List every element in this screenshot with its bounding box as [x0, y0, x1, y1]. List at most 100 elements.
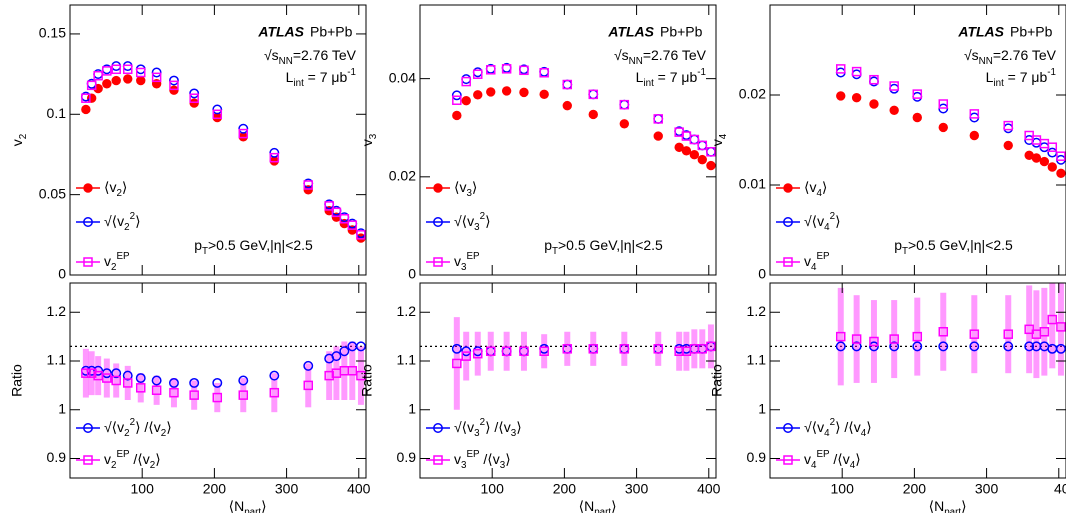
data-point [136, 383, 146, 393]
legend-label: √⟨v42⟩ [804, 211, 841, 233]
superscript: 2 [480, 211, 485, 222]
legend-label: √⟨v32⟩ /⟨v3⟩ [454, 417, 522, 439]
text-part: √⟨v [804, 419, 824, 435]
data-point [697, 154, 707, 165]
subscript: T [552, 246, 558, 257]
experiment-label: ATLAS [957, 24, 1004, 40]
error-bar [699, 329, 706, 369]
text-part: ⟩ [866, 419, 871, 435]
x-axis-label: ⟨Npart⟩ [929, 498, 967, 513]
x-tick-label: 300 [275, 481, 299, 497]
data-point [111, 61, 122, 72]
x-tick-label: 200 [553, 481, 577, 497]
x-tick-label: 300 [625, 481, 649, 497]
error-bar [137, 373, 144, 403]
legend-label: ⟨v4⟩ [804, 179, 827, 199]
data-point [347, 220, 358, 230]
x-tick-label: 100 [481, 481, 505, 497]
plot-area [70, 341, 366, 413]
data-point [473, 90, 483, 100]
text-part: L [636, 69, 644, 85]
text-part: >0.5 GeV,|η|<2.5 [908, 237, 1013, 253]
x-tick-label: 200 [903, 481, 927, 497]
data-point [889, 341, 900, 352]
x-tick-label: 400 [347, 481, 371, 497]
text-part: ⟩ [135, 213, 140, 229]
error-bar [474, 331, 481, 376]
data-point [519, 87, 529, 98]
legend-marker [433, 423, 443, 433]
data-point [889, 83, 900, 94]
data-point [501, 86, 512, 96]
text-part: ⟨N [929, 498, 945, 513]
data-point [303, 180, 313, 190]
system-label: Pb+Pb [310, 24, 353, 40]
legend-marker [83, 217, 93, 227]
subscript: NN [979, 56, 993, 67]
data-point [938, 122, 948, 133]
data-point [689, 150, 700, 160]
text-part: ⟩ [122, 179, 127, 195]
text-part: p [544, 237, 552, 253]
text-part: >0.5 GeV,|η|<2.5 [208, 237, 313, 253]
luminosity-label: Lint = 7 μb-1 [286, 67, 356, 89]
superscript: 2 [480, 417, 485, 428]
data-point [151, 67, 162, 78]
legend-entry: v3EP [426, 251, 480, 273]
legend-marker [433, 257, 443, 267]
legend-entry: √⟨v42⟩ /⟨v4⟩ [776, 417, 872, 439]
data-point [851, 66, 862, 77]
data-point [212, 377, 223, 388]
data-point [938, 327, 949, 337]
data-point [969, 109, 980, 119]
data-point [189, 390, 199, 400]
subscript: 3 [474, 428, 480, 439]
data-point [689, 134, 700, 145]
error-bar [240, 378, 247, 413]
data-point [912, 89, 923, 99]
data-point [169, 387, 179, 398]
data-point [869, 74, 879, 85]
text-part: √⟨v [804, 213, 824, 229]
legend-entry: ⟨v3⟩ [426, 179, 477, 199]
y-axis-label: Ratio [359, 364, 375, 397]
data-point [356, 230, 366, 240]
subscript: 4 [811, 262, 817, 273]
legend-marker [83, 257, 93, 267]
x-axis-label: ⟨Npart⟩ [579, 498, 617, 513]
data-point [81, 104, 91, 115]
legend-marker [83, 423, 93, 433]
text-part: ⟩ /⟨v [485, 419, 511, 435]
y-tick-label: 0.9 [747, 449, 767, 465]
text-part: √⟨v [104, 213, 124, 229]
luminosity-label: Lint = 7 μb-1 [636, 67, 706, 89]
data-point [706, 147, 716, 157]
data-point [836, 64, 846, 74]
data-point [486, 65, 496, 75]
y-axis-label: v4 [709, 133, 729, 146]
data-point [1056, 322, 1066, 332]
y-tick-label: 0.05 [39, 185, 66, 201]
y-axis-label: Ratio [9, 364, 25, 397]
text-part: >0.5 GeV,|η|<2.5 [558, 237, 663, 253]
x-tick-label: 400 [697, 481, 721, 497]
error-bar [82, 348, 89, 398]
error-bar [170, 378, 177, 408]
subscript: 2 [18, 134, 29, 139]
superscript: EP [816, 449, 830, 460]
data-point [851, 341, 862, 352]
legend-entry: v4EP /⟨v4⟩ [776, 449, 861, 471]
y-tick-label: 0 [758, 266, 766, 282]
data-point [835, 341, 846, 352]
data-point [689, 134, 700, 145]
data-point [111, 75, 121, 86]
error-bar [1057, 283, 1064, 376]
data-point [123, 74, 133, 84]
data-point [122, 370, 133, 381]
data-point [1056, 168, 1066, 179]
data-point [472, 67, 483, 78]
subscript: NN [629, 56, 643, 67]
